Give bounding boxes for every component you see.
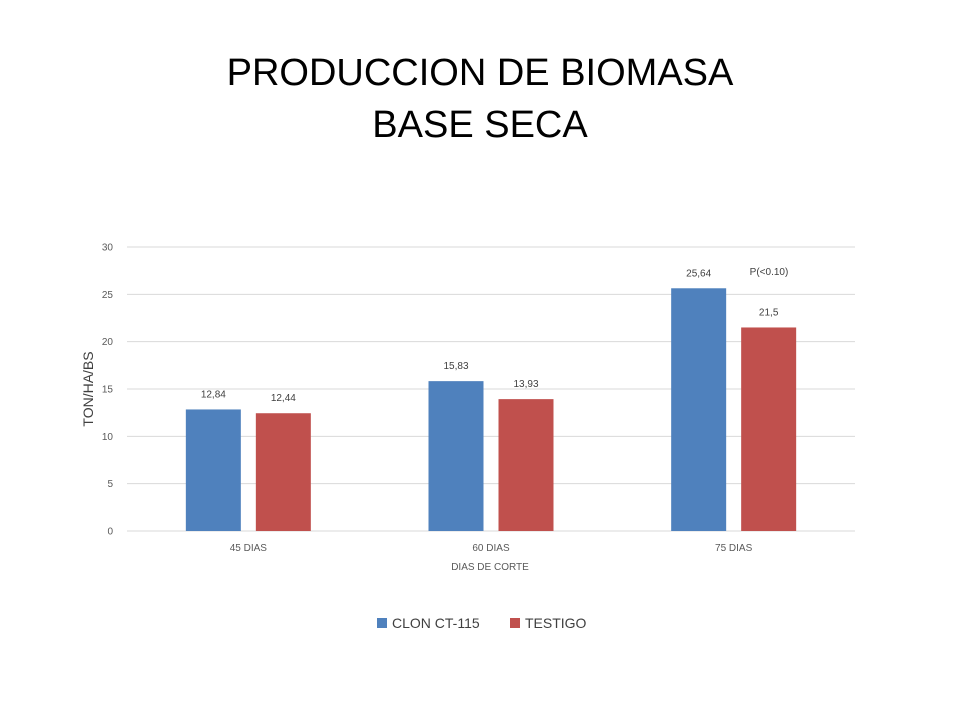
legend-swatch [510, 618, 520, 628]
bar [255, 413, 311, 531]
y-tick-label: 20 [102, 337, 114, 348]
data-label: 12,44 [271, 393, 296, 404]
bar [498, 399, 554, 531]
legend-label: CLON CT-115 [392, 615, 480, 631]
y-tick-label: 0 [107, 527, 113, 538]
data-label: 21,5 [759, 307, 779, 318]
chart-title-line2: BASE SECA [372, 104, 588, 146]
gridlines [127, 246, 855, 532]
y-tick-labels: 0 5 10 15 20 25 30 [102, 243, 114, 538]
y-tick-label: 15 [102, 385, 114, 396]
data-label: 12,84 [201, 389, 226, 400]
x-axis-title: DIAS DE CORTE [451, 562, 529, 573]
bars [185, 288, 797, 531]
bar [741, 327, 797, 531]
legend-label: TESTIGO [525, 615, 587, 631]
x-tick-label: 75 DIAS [715, 543, 753, 554]
y-tick-label: 30 [102, 243, 114, 254]
data-label: 13,93 [513, 379, 538, 390]
bar [671, 288, 727, 531]
bar [428, 381, 484, 531]
bar [185, 409, 241, 531]
legend-swatch [377, 618, 387, 628]
chart-title-line1: PRODUCCION DE BIOMASA [226, 52, 734, 94]
y-tick-label: 5 [107, 479, 113, 490]
data-labels: 12,84 12,44 15,83 13,93 25,64 21,5 [201, 268, 779, 404]
legend: CLON CT-115 TESTIGO [377, 615, 587, 631]
data-label: 15,83 [443, 361, 468, 372]
data-label: 25,64 [686, 268, 711, 279]
significance-annotation: P(<0.10) [750, 267, 789, 278]
x-tick-labels: 45 DIAS 60 DIAS 75 DIAS [230, 543, 753, 554]
y-tick-label: 10 [102, 432, 114, 443]
x-tick-label: 45 DIAS [230, 543, 268, 554]
x-tick-label: 60 DIAS [472, 543, 510, 554]
y-axis-title: TON/HA/BS [80, 351, 96, 426]
y-tick-label: 25 [102, 290, 114, 301]
